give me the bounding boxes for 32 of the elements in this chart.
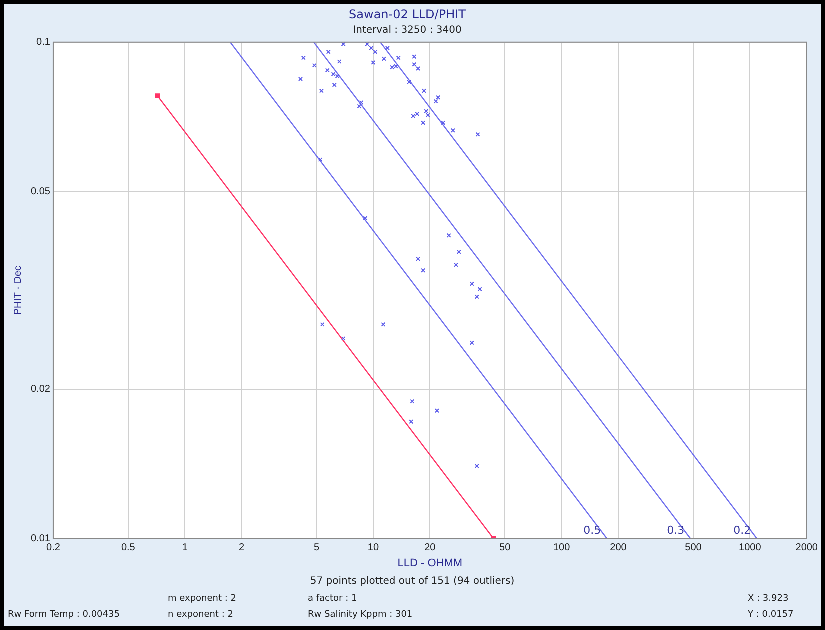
x-tick-label: 10: [368, 542, 380, 554]
series-label: 0.2: [734, 524, 752, 538]
text: Rw Salinity Kppm : 301: [307, 609, 414, 622]
x-tick-label: 100: [553, 542, 571, 554]
text: Rw Form Temp : 0.00435: [7, 609, 121, 622]
text: X : 3.923: [747, 593, 790, 606]
y-axis-title: PHIT - Dec: [12, 266, 24, 316]
y-tick-label: 0.1: [36, 37, 51, 48]
y-tick-label: 0.01: [30, 534, 51, 545]
x-tick-label: 200: [610, 542, 628, 554]
text: 57 points plotted out of 151 (94 outliers): [309, 576, 516, 587]
x-tick-label: 2: [239, 542, 246, 554]
x-tick-label: 0.2: [46, 542, 61, 554]
text: m exponent : 2: [167, 593, 238, 606]
chart-subtitle: Interval : 3250 : 3400: [353, 24, 462, 36]
x-tick-label: 5: [314, 542, 320, 554]
x-tick-label: 20: [424, 542, 436, 554]
y-tick-label: 0.05: [30, 186, 51, 198]
x-tick-label: 0.5: [121, 542, 136, 554]
series-label: 0.5: [584, 524, 602, 538]
chart-title: Sawan-02 LLD/PHIT: [349, 7, 467, 22]
x-tick-label: 1000: [739, 542, 762, 554]
x-tick-label: 50: [500, 542, 512, 554]
x-axis-title: LLD - OHMM: [398, 557, 463, 570]
series-label: 0.3: [667, 524, 685, 538]
text: n exponent : 2: [167, 609, 234, 622]
x-tick-label: 500: [685, 542, 702, 554]
y-tick-label: 0.02: [30, 384, 51, 396]
x-tick-label: 1: [182, 542, 188, 554]
text: Y : 0.0157: [747, 609, 795, 622]
x-tick-label: 2000: [796, 542, 818, 554]
text: a factor : 1: [307, 593, 358, 606]
